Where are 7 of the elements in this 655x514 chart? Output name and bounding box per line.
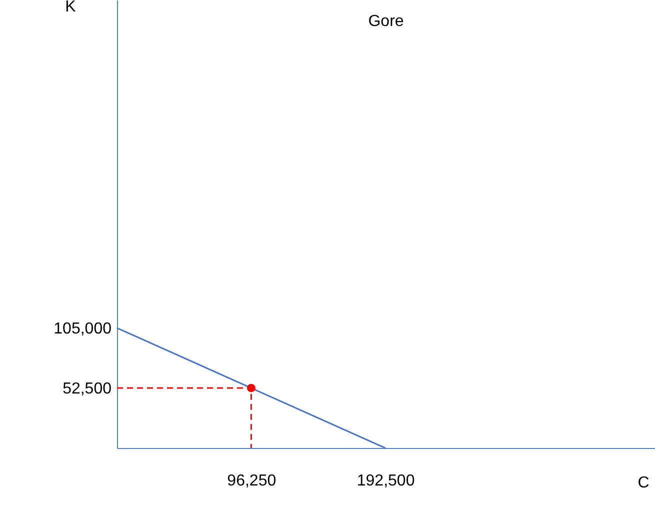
x-axis-title: C <box>638 474 650 492</box>
x-tick-label: 96,250 <box>227 472 276 490</box>
y-tick-label: 52,500 <box>62 380 112 398</box>
text: Gore <box>368 13 404 30</box>
x-tick-label: 192,500 <box>356 472 415 490</box>
y-tick-label: 105,000 <box>54 320 112 338</box>
y-axis-title: K <box>65 0 76 16</box>
